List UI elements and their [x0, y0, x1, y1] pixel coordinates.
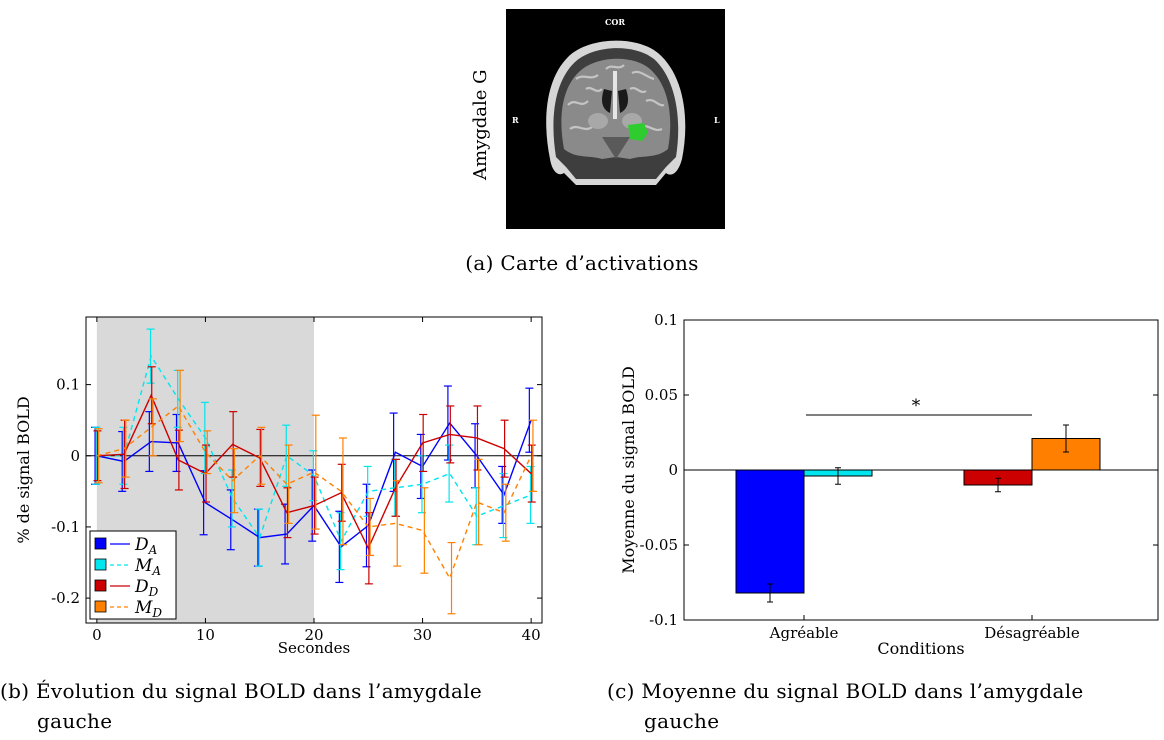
y-tick-label: -0.05 — [640, 536, 678, 554]
y-tick-label: 0 — [70, 447, 80, 465]
x-tick-label: 40 — [522, 626, 541, 644]
legend-swatch — [94, 579, 107, 592]
series-line — [96, 393, 532, 550]
legend-subscript: D — [151, 606, 162, 620]
y-axis-label: Moyenne du signal BOLD — [619, 366, 638, 574]
series-m-d — [94, 369, 537, 615]
x-tick-label: 10 — [196, 626, 215, 644]
brain-mri-svg: COR R L — [506, 9, 725, 229]
legend-swatch — [94, 537, 107, 550]
caption-c-line1: Moyenne du signal BOLD dans l’amygdale — [641, 679, 1084, 703]
caption-b-line2: gauche — [37, 709, 113, 733]
x-axis-label: Secondes — [278, 639, 350, 657]
caption-b-line1: Évolution du signal BOLD dans l’amygdale — [35, 679, 483, 703]
legend-swatch — [94, 600, 107, 613]
bold-timecourse-chart: 0 10 20 30 40 0.1 0 -0.1 -0.2 Secondes % de signal… — [14, 316, 543, 657]
legend-subscript: A — [151, 564, 161, 578]
significance-star: * — [912, 396, 921, 416]
orientation-left-label: R — [512, 115, 519, 125]
x-axis-label: Conditions — [877, 639, 964, 658]
orientation-top-label: COR — [605, 17, 625, 27]
caption-b-label: (b) — [0, 679, 30, 703]
y-tick-label: 0.1 — [56, 376, 80, 394]
bold-mean-bar-chart: * 0.1 0.05 0 -0.05 -0.1 Agréable Désagréable Con… — [619, 311, 1159, 658]
orientation-right-label: L — [714, 115, 720, 125]
caption-c-label: (c) — [607, 679, 635, 703]
caption-a-text: Carte d’activations — [500, 251, 699, 275]
x-tick-label: Désagréable — [984, 624, 1080, 642]
brain-panel-ylabel: Amygdale G — [470, 69, 491, 180]
y-tick-label: 0 — [668, 461, 678, 479]
y-tick-label: -0.1 — [51, 518, 80, 536]
series-line — [96, 354, 532, 543]
y-tick-label: -0.2 — [51, 589, 80, 607]
y-axis-label: % de signal BOLD — [14, 396, 33, 543]
x-tick-label: 0 — [92, 626, 102, 644]
x-tick-label: 30 — [413, 626, 432, 644]
caption-c: (c) Moyenne du signal BOLD dans l’amygda… — [607, 676, 1162, 736]
bar — [735, 469, 805, 594]
brain-mri-image: COR R L — [506, 9, 725, 229]
legend-swatch — [94, 558, 107, 571]
legend-subscript: D — [148, 585, 159, 599]
caption-a-label: (a) — [465, 251, 494, 275]
x-tick-label: Agréable — [769, 624, 839, 642]
caption-a: (a) Carte d’activations — [0, 248, 1164, 278]
caption-c-line2: gauche — [644, 709, 720, 733]
series-line — [96, 404, 532, 580]
x-tick-label: 20 — [304, 626, 323, 644]
series-d-d — [93, 366, 536, 585]
y-tick-label: -0.1 — [649, 611, 678, 629]
y-tick-label: 0.1 — [654, 311, 678, 329]
y-tick-label: 0.05 — [645, 386, 678, 404]
series-m-a — [92, 328, 535, 571]
legend-subscript: A — [148, 543, 158, 557]
caption-b: (b) Évolution du signal BOLD dans l’amyg… — [0, 676, 560, 736]
